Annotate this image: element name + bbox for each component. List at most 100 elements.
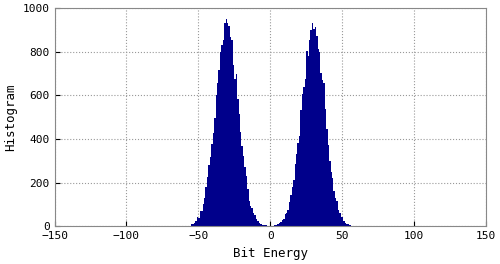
Bar: [252, 208, 253, 227]
Bar: [324, 83, 325, 227]
Bar: [190, 226, 191, 227]
Bar: [200, 211, 201, 227]
Bar: [312, 23, 314, 227]
Bar: [222, 40, 224, 227]
Bar: [242, 146, 243, 227]
Bar: [202, 204, 204, 227]
Bar: [290, 195, 292, 227]
Bar: [309, 40, 310, 227]
Bar: [332, 178, 334, 227]
Bar: [272, 226, 273, 227]
Bar: [212, 133, 214, 227]
Bar: [228, 26, 230, 227]
Bar: [349, 225, 350, 227]
Bar: [338, 210, 339, 227]
Bar: [345, 223, 346, 227]
Bar: [216, 95, 217, 227]
Bar: [340, 217, 342, 227]
Bar: [262, 225, 263, 227]
Bar: [240, 132, 242, 227]
Bar: [296, 154, 298, 227]
Bar: [335, 198, 336, 227]
Bar: [266, 225, 268, 227]
Bar: [233, 65, 234, 227]
Bar: [328, 145, 329, 227]
Bar: [298, 143, 299, 227]
Bar: [257, 221, 258, 227]
Bar: [210, 157, 211, 227]
Bar: [344, 221, 345, 227]
Bar: [206, 187, 207, 227]
Bar: [196, 221, 197, 227]
Bar: [186, 226, 187, 227]
Bar: [194, 223, 196, 227]
Bar: [192, 224, 194, 227]
Bar: [197, 217, 198, 227]
Bar: [234, 79, 235, 227]
Bar: [198, 218, 200, 227]
Bar: [304, 79, 306, 227]
Bar: [342, 218, 344, 227]
Bar: [268, 226, 270, 227]
Bar: [306, 51, 308, 227]
Bar: [284, 214, 286, 227]
Bar: [188, 226, 190, 227]
Bar: [300, 110, 302, 227]
Bar: [289, 201, 290, 227]
Bar: [278, 224, 279, 227]
Bar: [308, 56, 309, 227]
Bar: [217, 83, 218, 227]
Bar: [236, 74, 237, 227]
Bar: [184, 226, 186, 227]
Bar: [187, 226, 188, 227]
Bar: [339, 213, 340, 227]
Bar: [326, 129, 328, 227]
Y-axis label: Histogram: Histogram: [4, 83, 17, 151]
Bar: [270, 226, 272, 227]
Bar: [322, 80, 324, 227]
Bar: [227, 23, 228, 227]
Bar: [211, 144, 212, 227]
Bar: [248, 201, 250, 227]
Bar: [329, 161, 330, 227]
Bar: [214, 118, 216, 227]
Bar: [201, 211, 202, 227]
Bar: [318, 49, 319, 227]
Bar: [207, 177, 208, 227]
Bar: [276, 225, 278, 227]
Bar: [244, 167, 246, 227]
Bar: [238, 114, 240, 227]
Bar: [303, 87, 304, 227]
Bar: [325, 109, 326, 227]
Bar: [264, 225, 266, 227]
Bar: [218, 70, 220, 227]
Bar: [254, 215, 256, 227]
Bar: [302, 94, 303, 227]
Bar: [316, 36, 318, 227]
Bar: [232, 40, 233, 227]
Bar: [247, 189, 248, 227]
Bar: [292, 187, 293, 227]
Bar: [330, 172, 332, 227]
Bar: [293, 181, 294, 227]
Bar: [352, 226, 354, 227]
Bar: [288, 210, 289, 227]
Bar: [230, 37, 232, 227]
Bar: [243, 155, 244, 227]
Bar: [320, 73, 322, 227]
X-axis label: Bit Energy: Bit Energy: [232, 247, 308, 260]
Bar: [224, 23, 226, 227]
Bar: [334, 191, 335, 227]
Bar: [260, 224, 262, 227]
Bar: [280, 222, 281, 227]
Bar: [237, 98, 238, 227]
Bar: [279, 223, 280, 227]
Bar: [336, 201, 338, 227]
Bar: [258, 223, 260, 227]
Bar: [226, 19, 227, 227]
Bar: [204, 198, 206, 227]
Bar: [256, 219, 257, 227]
Bar: [294, 164, 296, 227]
Bar: [250, 206, 252, 227]
Bar: [263, 225, 264, 227]
